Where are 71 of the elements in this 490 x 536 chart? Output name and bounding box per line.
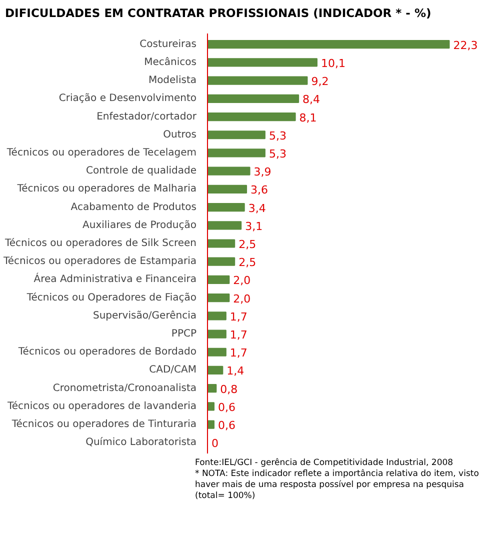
bar xyxy=(208,402,215,411)
y-tick-label: Mecânicos xyxy=(144,56,197,68)
data-label: 2,5 xyxy=(238,256,256,270)
bar xyxy=(208,40,450,49)
data-label: 3,6 xyxy=(250,184,268,197)
data-label: 2,0 xyxy=(233,274,251,288)
bar xyxy=(208,202,245,212)
bar xyxy=(208,94,300,103)
y-tick-label: Técnicos ou operadores de Bordado xyxy=(17,346,197,358)
y-tick-label: Técnicos ou operadores de lavanderia xyxy=(6,400,197,412)
bar xyxy=(208,257,236,266)
data-label: 1,7 xyxy=(230,310,248,324)
data-label: 3,4 xyxy=(248,202,266,215)
y-tick-label: CAD/CAM xyxy=(149,364,196,376)
data-label: 0,6 xyxy=(218,400,236,414)
y-tick-label: Área Administrativa e Financeira xyxy=(34,272,197,286)
bar xyxy=(208,58,318,67)
text: * NOTA: Este indicador reflete a importância relativa do item, visto haver mais de uma resposta possível por empresa na pesquisa (total= 100%) xyxy=(195,469,479,501)
data-label: 2,0 xyxy=(233,292,251,306)
data-label: 1,7 xyxy=(230,346,248,360)
data-label: 5,3 xyxy=(268,129,286,142)
bar xyxy=(208,330,226,338)
y-tick-label: Acabamento de Produtos xyxy=(70,202,197,213)
source-note: Fonte:IEL/GCI - gerência de Competitividade Industrial, 2008 xyxy=(195,458,454,468)
y-tick-label: PPCP xyxy=(171,328,197,340)
y-tick-label: Modelista xyxy=(148,75,196,86)
data-label: 0 xyxy=(212,437,218,450)
bar xyxy=(208,420,215,429)
bar xyxy=(208,366,224,375)
y-tick-label: Técnicos ou operadores de Estamparia xyxy=(2,256,196,268)
bar xyxy=(208,166,250,176)
data-label: 10,1 xyxy=(320,56,346,70)
data-label: 8,4 xyxy=(302,93,320,106)
data-label: 1,7 xyxy=(230,328,248,342)
data-label: 1,4 xyxy=(226,364,244,378)
bar xyxy=(208,239,236,248)
y-tick-label: Químico Laboratorista xyxy=(86,437,197,448)
data-label: 9,2 xyxy=(311,75,329,88)
y-tick-label: Supervisão/Gerência xyxy=(92,310,197,322)
data-label: 3,1 xyxy=(245,220,263,233)
bar xyxy=(208,221,242,230)
data-label: 0,8 xyxy=(220,382,238,396)
data-label: 3,9 xyxy=(254,166,272,179)
data-label: 22,3 xyxy=(453,38,478,52)
y-tick-label: Cronometrista/Cronoanalista xyxy=(52,382,197,394)
data-label: 5,3 xyxy=(268,147,286,160)
y-tick-label: Costureiras xyxy=(140,38,197,50)
y-tick-label: Técnicos ou operadores de Malharia xyxy=(16,184,197,195)
bar xyxy=(208,112,296,122)
bar xyxy=(208,384,217,393)
bar xyxy=(208,130,266,140)
bar xyxy=(208,148,266,158)
data-label: 8,1 xyxy=(299,111,317,124)
y-tick-label: Enfestador/cortador xyxy=(96,111,198,122)
y-tick-label: Técnicos ou Operadores de Fiação xyxy=(26,292,197,304)
y-tick-label: Técnicos ou operadores de Tecelagem xyxy=(6,147,196,158)
bar xyxy=(208,275,230,284)
y-tick-label: Criação e Desenvolvimento xyxy=(58,93,197,104)
bar xyxy=(208,348,226,356)
y-tick-label: Técnicos ou operadores de Tinturaria xyxy=(10,419,197,430)
chart-title: DIFICULDADES EM CONTRATAR PROFISSIONAIS (INDICADOR * - %) xyxy=(5,5,432,22)
bar xyxy=(208,312,226,320)
bar xyxy=(208,76,308,85)
bar xyxy=(208,294,230,302)
y-tick-label: Controle de qualidade xyxy=(86,166,197,177)
y-tick-label: Técnicos ou operadores de Silk Screen xyxy=(4,238,197,249)
y-tick-label: Outros xyxy=(163,129,197,140)
bar xyxy=(208,184,248,194)
data-label: 0,6 xyxy=(218,419,236,432)
data-label: 2,5 xyxy=(238,238,256,251)
y-tick-label: Auxiliares de Produção xyxy=(82,220,197,231)
